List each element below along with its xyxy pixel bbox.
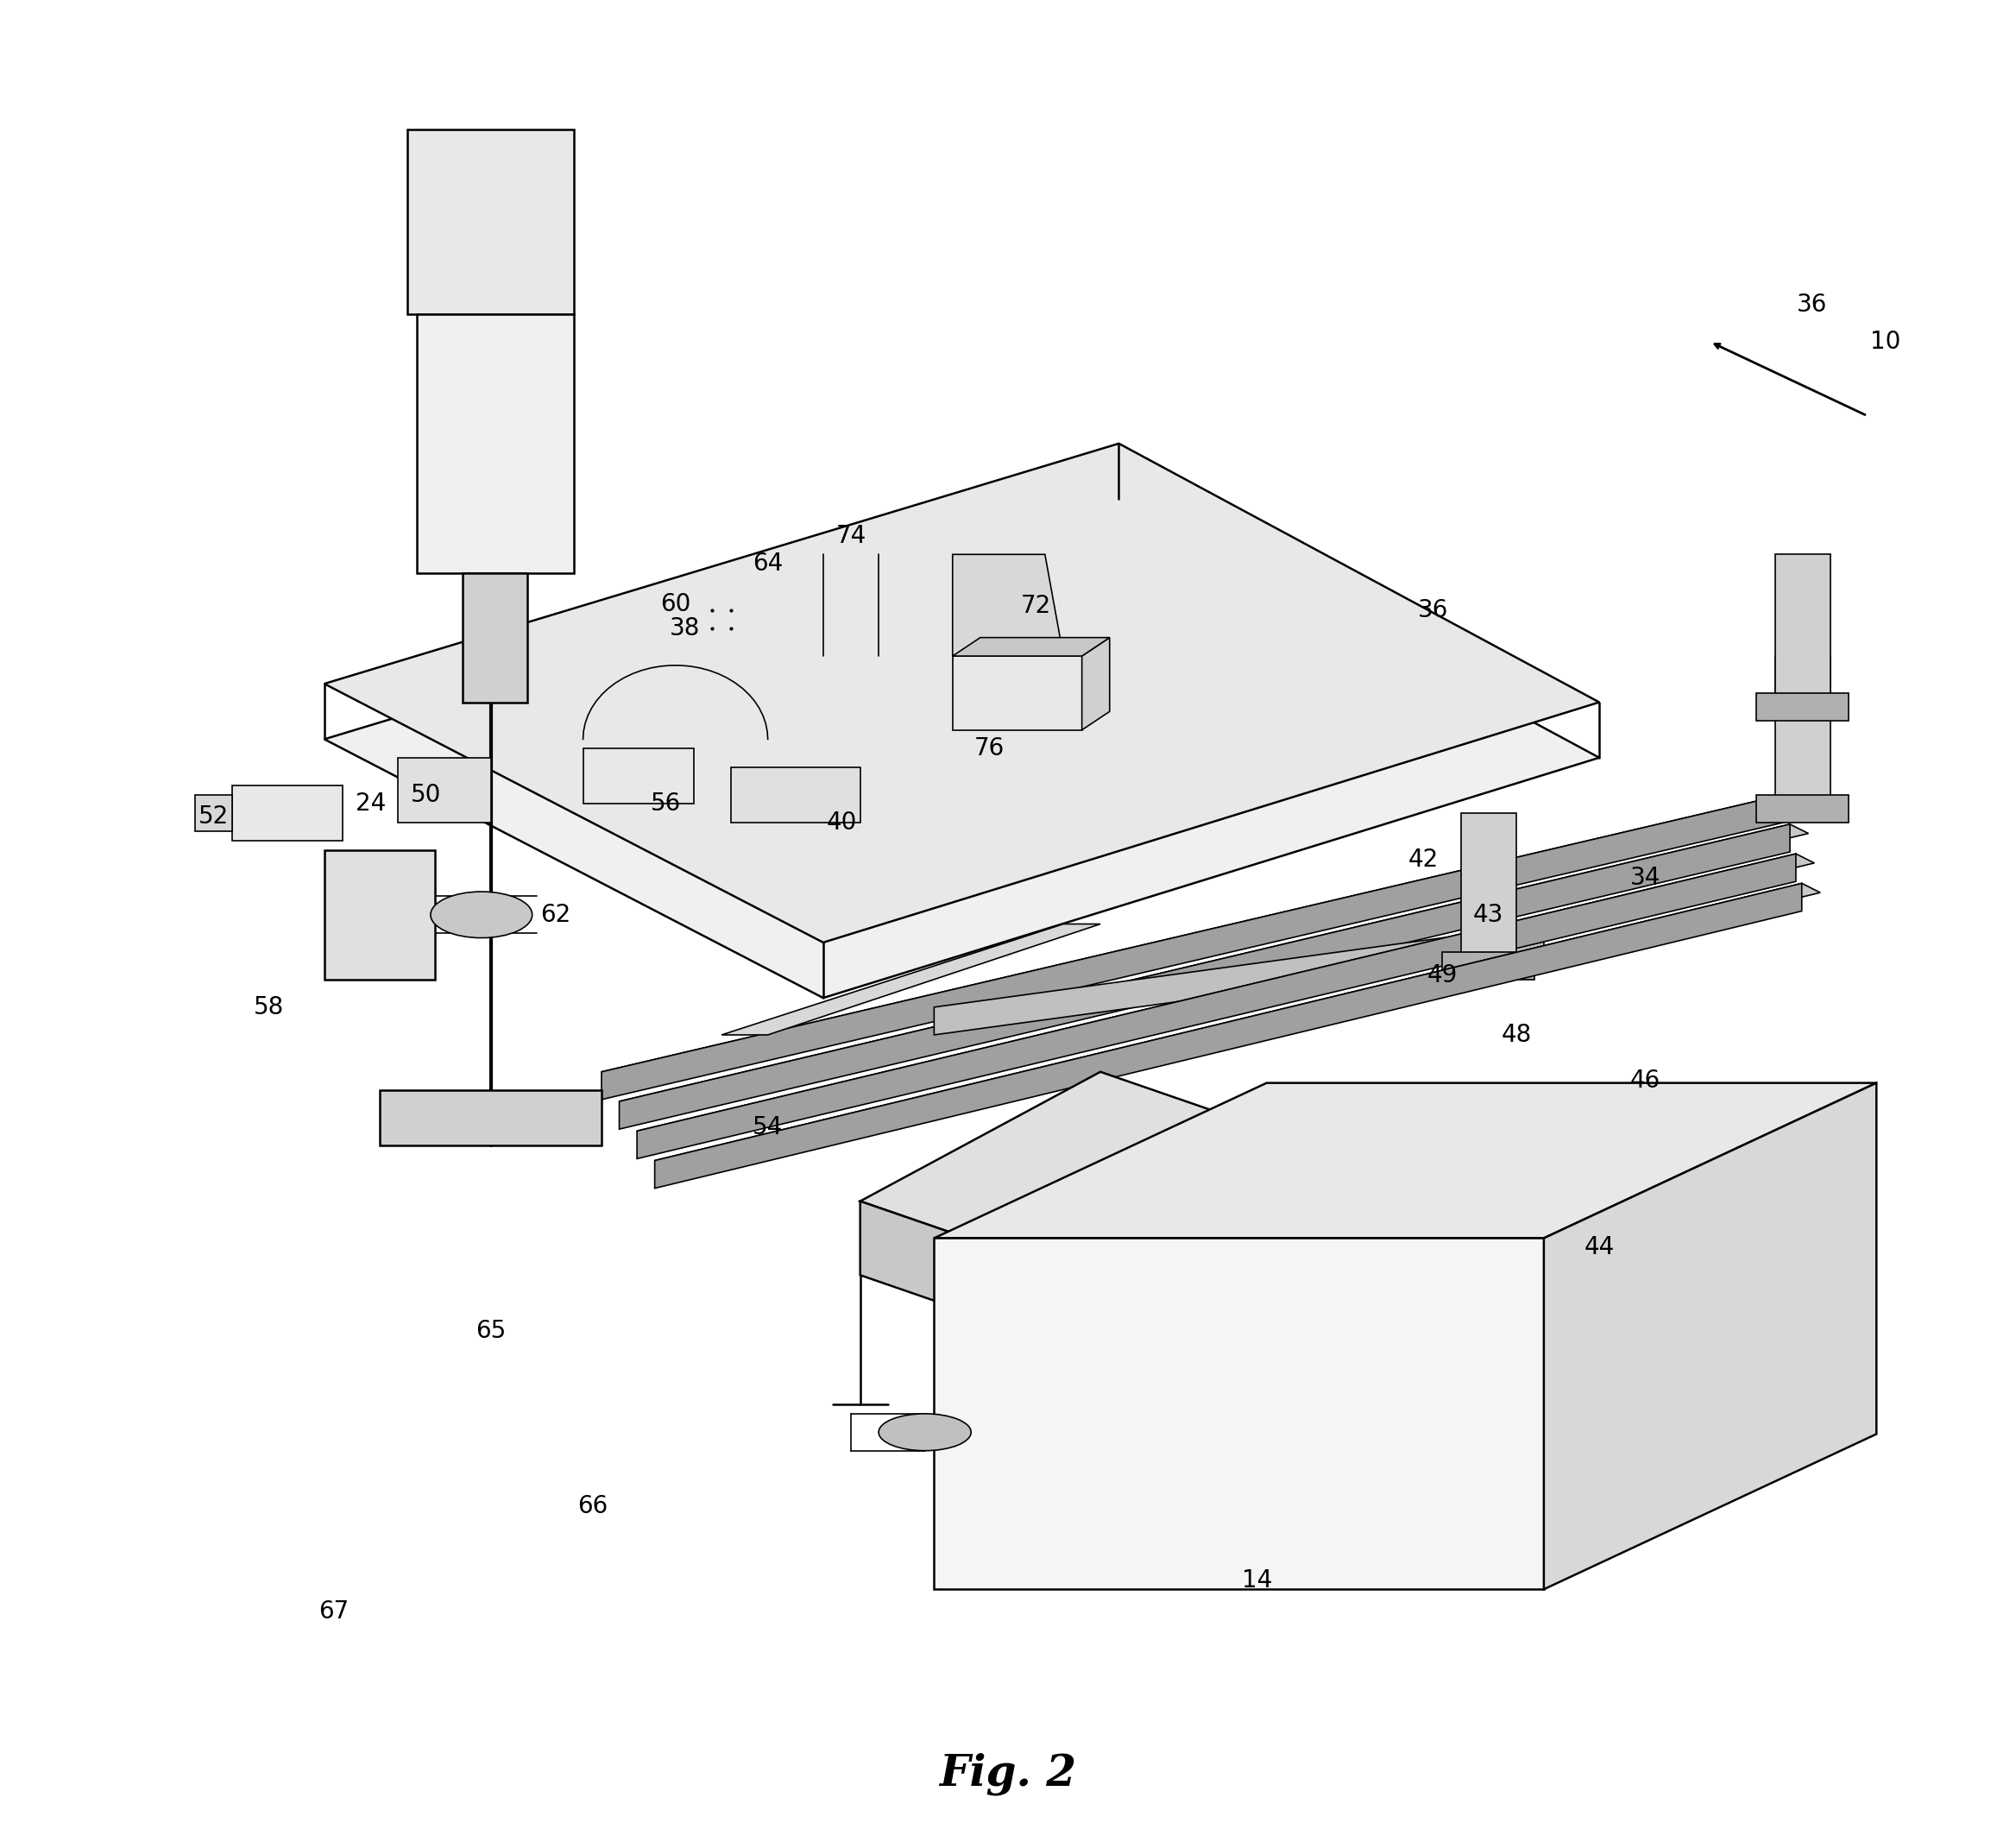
Polygon shape [601,795,1802,1081]
Bar [1756,693,1849,721]
Polygon shape [861,1072,1637,1386]
Text: 52: 52 [198,804,228,830]
Text: 66: 66 [577,1493,607,1519]
Text: 67: 67 [319,1599,349,1624]
Polygon shape [933,1238,1544,1589]
Polygon shape [464,573,528,702]
Polygon shape [954,554,1062,656]
Polygon shape [861,1201,1395,1460]
Polygon shape [933,924,1544,1035]
Polygon shape [732,767,861,822]
Polygon shape [1395,1257,1637,1460]
Polygon shape [325,850,435,979]
Text: 36: 36 [1417,597,1447,623]
Polygon shape [232,785,343,841]
Text: 49: 49 [1427,963,1458,989]
Text: 48: 48 [1500,1022,1532,1048]
Polygon shape [1544,1083,1877,1589]
Text: 60: 60 [659,591,691,617]
Polygon shape [954,656,1083,730]
Text: 46: 46 [1631,1068,1661,1094]
Bar [1774,656,1831,804]
Text: 14: 14 [1242,1567,1272,1593]
Text: 36: 36 [1796,292,1826,318]
Polygon shape [417,314,575,573]
Polygon shape [722,924,1101,1035]
Polygon shape [954,638,1109,656]
Text: 24: 24 [355,791,385,817]
Bar [1774,554,1831,702]
Polygon shape [399,758,490,822]
Polygon shape [619,824,1790,1129]
Ellipse shape [879,1414,972,1451]
Polygon shape [325,499,1599,998]
Polygon shape [655,883,1802,1188]
Text: 40: 40 [827,809,857,835]
Text: 76: 76 [974,736,1004,761]
Polygon shape [601,795,1784,1100]
Polygon shape [655,883,1820,1170]
Text: 58: 58 [254,994,284,1020]
Text: 10: 10 [1871,329,1901,355]
Text: 34: 34 [1631,865,1661,891]
Text: 50: 50 [411,782,442,808]
Polygon shape [637,854,1814,1140]
Text: 38: 38 [669,615,700,641]
Polygon shape [196,795,232,832]
Polygon shape [933,1083,1877,1238]
Text: 72: 72 [1020,593,1050,619]
Polygon shape [379,1090,601,1146]
Text: 74: 74 [837,523,867,549]
Text: 64: 64 [752,551,782,577]
Bar [1441,952,1534,979]
Polygon shape [407,129,575,314]
Ellipse shape [431,893,532,939]
Text: 43: 43 [1474,902,1504,928]
Text: Fig. 2: Fig. 2 [939,1752,1077,1796]
Polygon shape [583,748,694,804]
Text: 62: 62 [540,902,571,928]
Polygon shape [619,824,1808,1111]
Text: 44: 44 [1585,1234,1615,1260]
Polygon shape [637,854,1796,1159]
Text: 54: 54 [752,1114,782,1140]
Text: 65: 65 [476,1318,506,1343]
Text: 56: 56 [651,791,681,817]
Text: 42: 42 [1409,846,1439,872]
Polygon shape [1083,638,1109,730]
Bar [1756,795,1849,822]
Bar [1462,813,1516,961]
Polygon shape [325,444,1599,942]
